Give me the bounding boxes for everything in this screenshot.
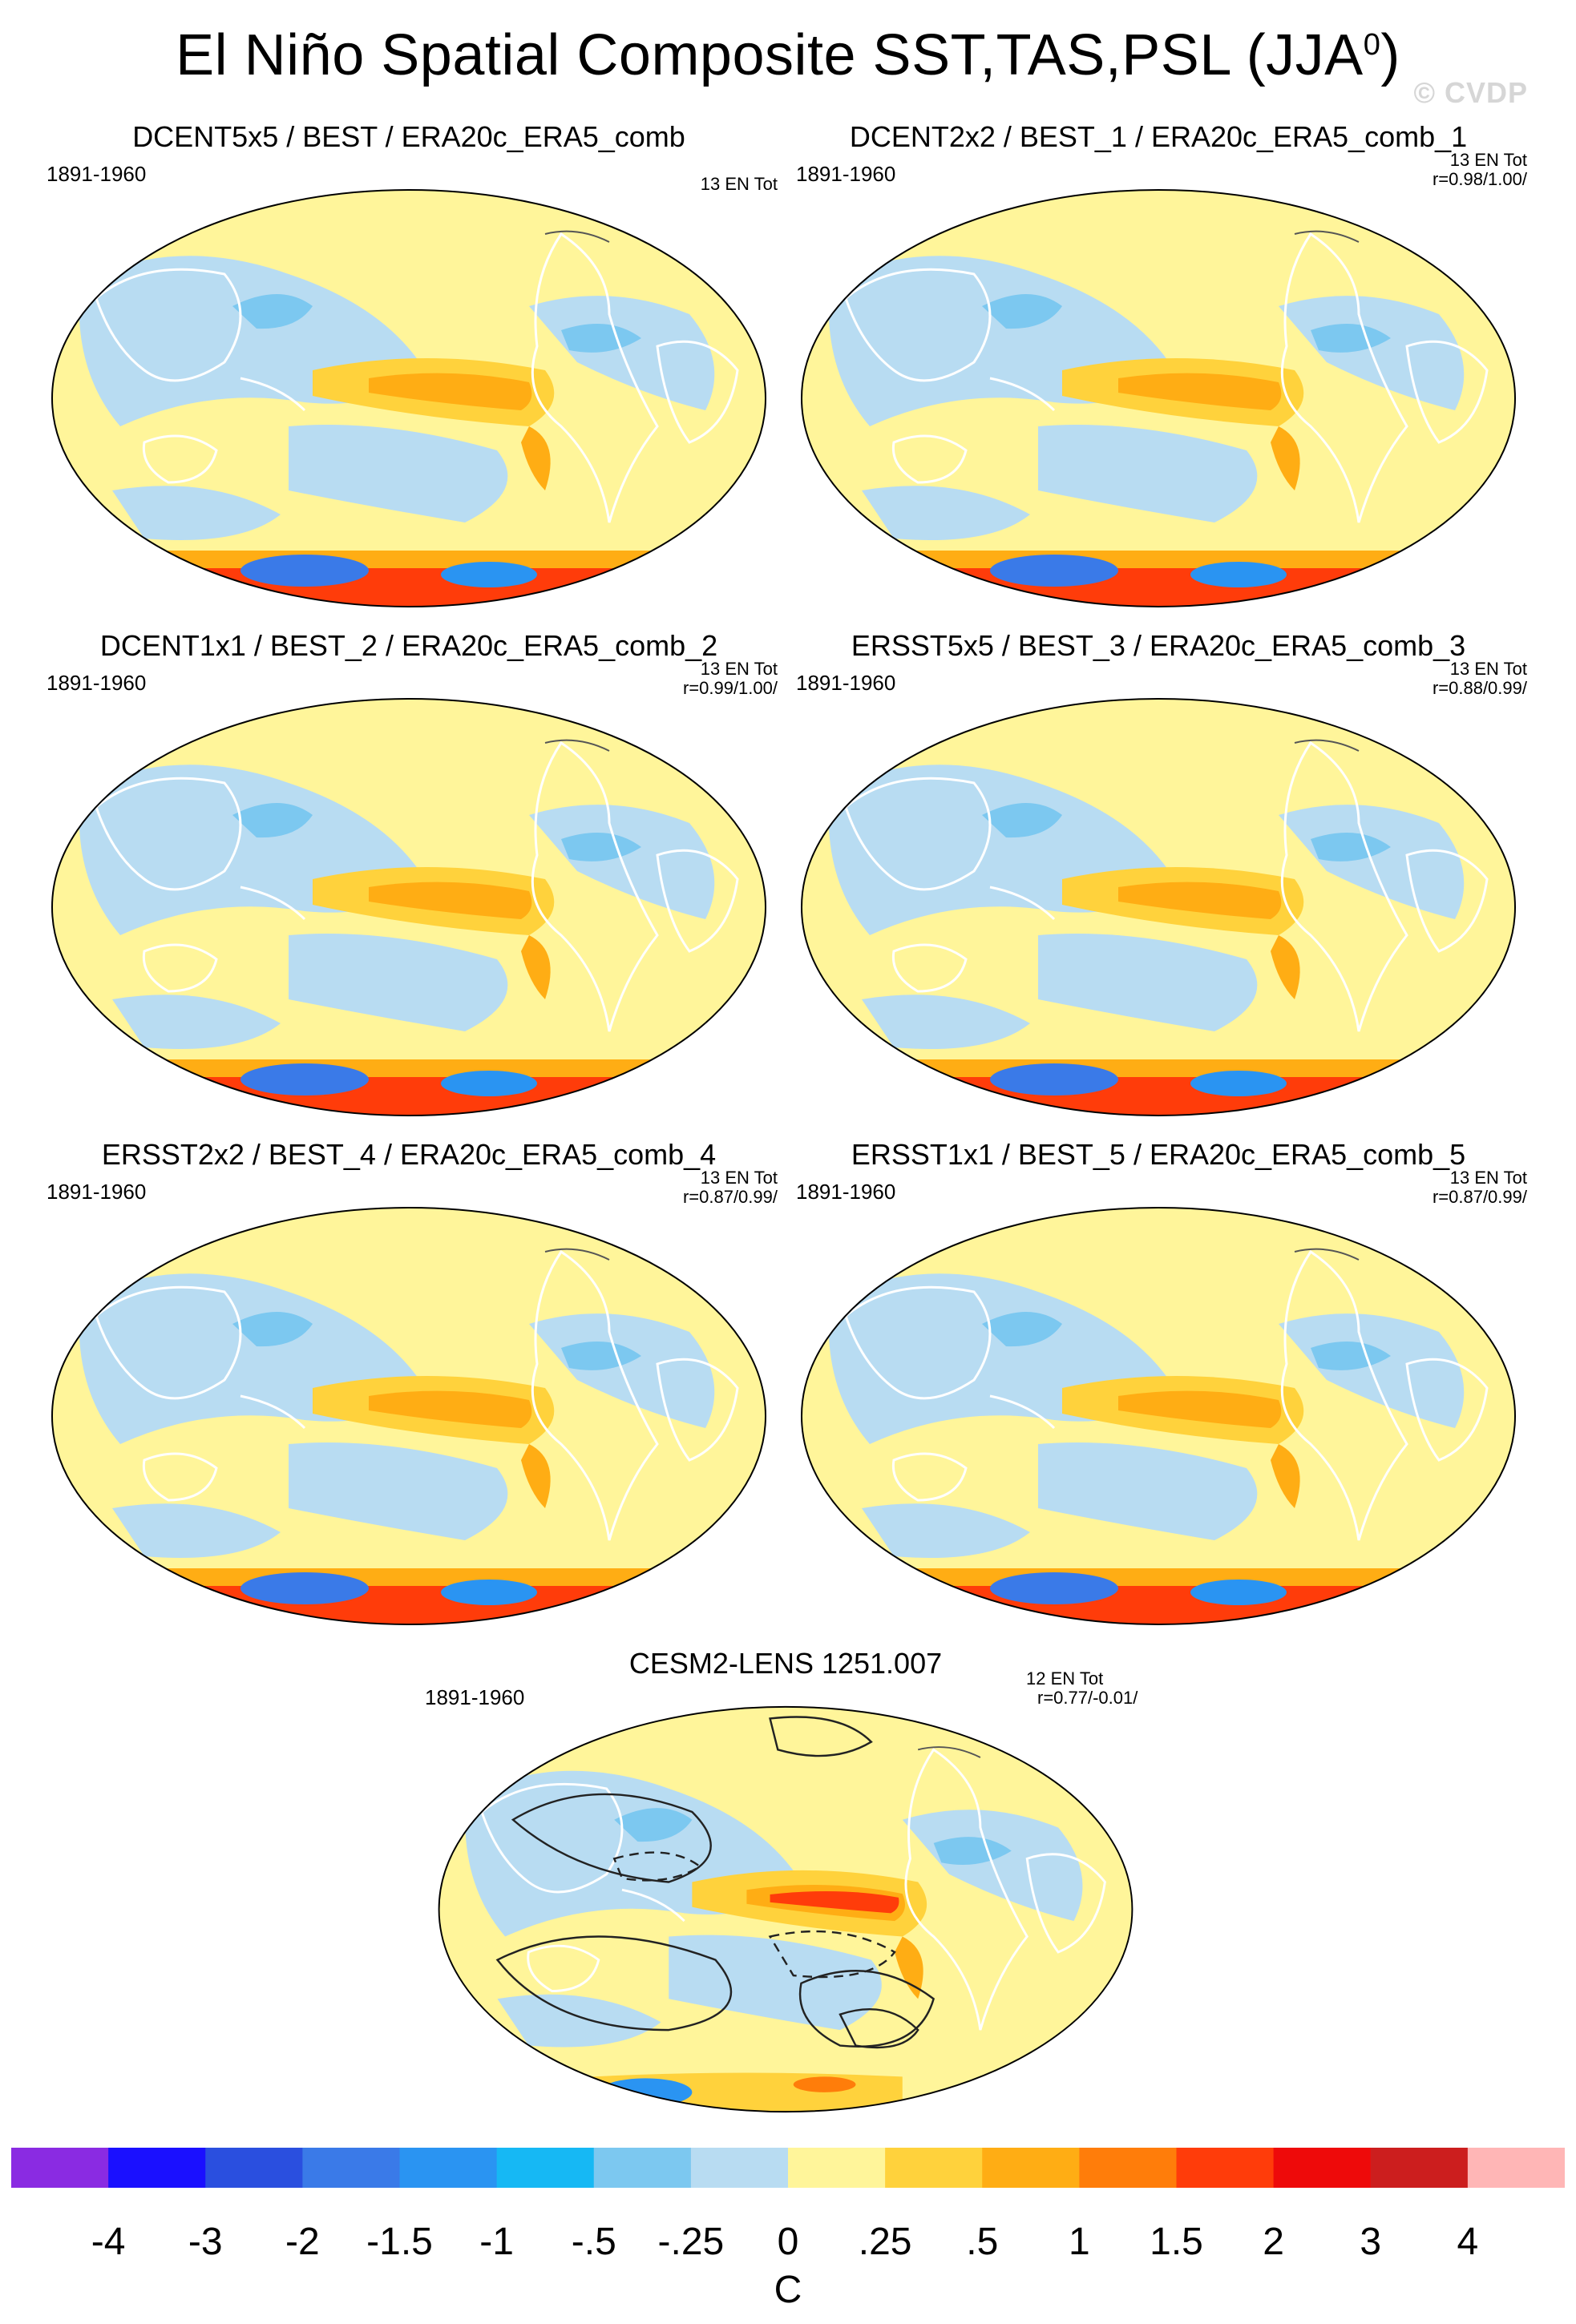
colorbar-units: C xyxy=(774,2269,802,2311)
event-count: 13 EN Tot xyxy=(700,659,778,679)
pattern-correlation: r=0.88/0.99/ xyxy=(1432,678,1527,698)
map-panel-7: CESM2-LENS 1251.007 1891-1960 12 EN Tot … xyxy=(417,1647,1154,2120)
colorbar xyxy=(11,2148,1565,2188)
map-panel-4: ERSST5x5 / BEST_3 / ERA20c_ERA5_comb_3 1… xyxy=(790,629,1527,1126)
colorbar-tick-label: 1.5 xyxy=(1150,2221,1203,2263)
colorbar-tick-label: .5 xyxy=(966,2221,999,2263)
map-panel-5: ERSST2x2 / BEST_4 / ERA20c_ERA5_comb_4 1… xyxy=(40,1138,778,1635)
world-map xyxy=(51,1207,766,1625)
period-label: 1891-1960 xyxy=(796,162,896,186)
colorbar-swatch xyxy=(690,2148,789,2188)
world-map xyxy=(51,698,766,1116)
pattern-correlation: r=0.87/0.99/ xyxy=(1432,1187,1527,1207)
colorbar-tick-label: 1 xyxy=(1069,2221,1090,2263)
stats-label: 13 EN Tot xyxy=(701,175,778,194)
stats-label: 13 EN Tot r=0.88/0.99/ xyxy=(1433,660,1527,698)
period-label: 1891-1960 xyxy=(46,1180,147,1204)
colorbar-swatch xyxy=(1467,2148,1565,2188)
colorbar-tick-label: 2 xyxy=(1263,2221,1284,2263)
colorbar-swatch xyxy=(399,2148,498,2188)
colorbar-labels: -4 -3 -2 -1.5 -1 -.5 -.25 0 .25 .5 1 1.5 2 3 4 xyxy=(0,2220,1576,2268)
pattern-correlation: r=0.99/1.00/ xyxy=(682,678,778,698)
map-panel-6: ERSST1x1 / BEST_5 / ERA20c_ERA5_comb_5 1… xyxy=(790,1138,1527,1635)
world-map xyxy=(801,698,1516,1116)
colorbar-tick-label: 0 xyxy=(777,2221,799,2263)
figure-title: El Niño Spatial Composite SST,TAS,PSL (J… xyxy=(176,23,1400,87)
panel-title: DCENT1x1 / BEST_2 / ERA20c_ERA5_comb_2 xyxy=(99,629,718,662)
colorbar-swatch xyxy=(302,2148,401,2188)
colorbar-tick-label: -1 xyxy=(479,2221,514,2263)
colorbar-swatch xyxy=(788,2148,886,2188)
stats-label: 13 EN Tot r=0.87/0.99/ xyxy=(683,1168,778,1207)
stats-label: 13 EN Tot r=0.99/1.00/ xyxy=(683,660,778,698)
panel-title: ERSST2x2 / BEST_4 / ERA20c_ERA5_comb_4 xyxy=(101,1138,717,1171)
world-map xyxy=(801,1207,1516,1625)
pattern-correlation: r=0.98/1.00/ xyxy=(1432,169,1527,189)
colorbar-tick-label: -.25 xyxy=(657,2221,725,2263)
stats-label: 13 EN Tot r=0.98/1.00/ xyxy=(1433,151,1527,189)
event-count: 13 EN Tot xyxy=(700,1168,778,1188)
colorbar-tick-label: -3 xyxy=(188,2221,223,2263)
event-count: 13 EN Tot xyxy=(1449,150,1527,170)
event-count: 13 EN Tot xyxy=(1449,659,1527,679)
colorbar-swatch xyxy=(11,2148,109,2188)
period-label: 1891-1960 xyxy=(425,1685,525,1709)
period-label: 1891-1960 xyxy=(796,1180,896,1204)
colorbar-tick-label: .25 xyxy=(858,2221,912,2263)
colorbar-swatch xyxy=(108,2148,206,2188)
colorbar-tick-label: -1.5 xyxy=(366,2221,433,2263)
map-panel-2: DCENT2x2 / BEST_1 / ERA20c_ERA5_comb_1 1… xyxy=(790,120,1527,617)
colorbar-tick-label: 3 xyxy=(1360,2221,1382,2263)
event-count: 13 EN Tot xyxy=(700,174,778,194)
colorbar-swatch xyxy=(885,2148,983,2188)
map-panel-1: DCENT5x5 / BEST / ERA20c_ERA5_comb 1891-… xyxy=(40,120,778,617)
panel-title: ERSST5x5 / BEST_3 / ERA20c_ERA5_comb_3 xyxy=(851,629,1466,662)
colorbar-tick-label: -4 xyxy=(91,2221,126,2263)
event-count: 13 EN Tot xyxy=(1449,1168,1527,1188)
colorbar-swatch xyxy=(593,2148,692,2188)
colorbar-swatch xyxy=(1079,2148,1178,2188)
pattern-correlation: r=0.77/-0.01/ xyxy=(1037,1688,1138,1708)
event-count: 12 EN Tot xyxy=(1026,1668,1104,1689)
panel-title: ERSST1x1 / BEST_5 / ERA20c_ERA5_comb_5 xyxy=(851,1138,1466,1171)
panel-title: DCENT5x5 / BEST / ERA20c_ERA5_comb xyxy=(132,120,685,153)
period-label: 1891-1960 xyxy=(46,162,147,186)
stats-label: 12 EN Tot r=0.77/-0.01/ xyxy=(1026,1669,1154,1708)
period-label: 1891-1960 xyxy=(796,671,896,695)
map-panel-3: DCENT1x1 / BEST_2 / ERA20c_ERA5_comb_2 1… xyxy=(40,629,778,1126)
colorbar-tick-label: -2 xyxy=(285,2221,320,2263)
colorbar-swatch xyxy=(1176,2148,1275,2188)
colorbar-tick-label: 4 xyxy=(1457,2221,1479,2263)
panel-title: CESM2-LENS 1251.007 xyxy=(628,1647,943,1680)
world-map xyxy=(801,189,1516,607)
period-label: 1891-1960 xyxy=(46,671,147,695)
panel-title: DCENT2x2 / BEST_1 / ERA20c_ERA5_comb_1 xyxy=(849,120,1468,153)
cvdp-watermark: © CVDP xyxy=(1413,76,1528,109)
colorbar-swatch xyxy=(1370,2148,1469,2188)
world-map xyxy=(51,189,766,607)
colorbar-tick-label: -.5 xyxy=(571,2221,616,2263)
colorbar-swatch xyxy=(1273,2148,1372,2188)
colorbar-swatch xyxy=(982,2148,1080,2188)
stats-label: 13 EN Tot r=0.87/0.99/ xyxy=(1433,1168,1527,1207)
colorbar-swatch xyxy=(496,2148,595,2188)
world-map xyxy=(438,1705,1134,2113)
colorbar-swatch xyxy=(205,2148,303,2188)
pattern-correlation: r=0.87/0.99/ xyxy=(682,1187,778,1207)
